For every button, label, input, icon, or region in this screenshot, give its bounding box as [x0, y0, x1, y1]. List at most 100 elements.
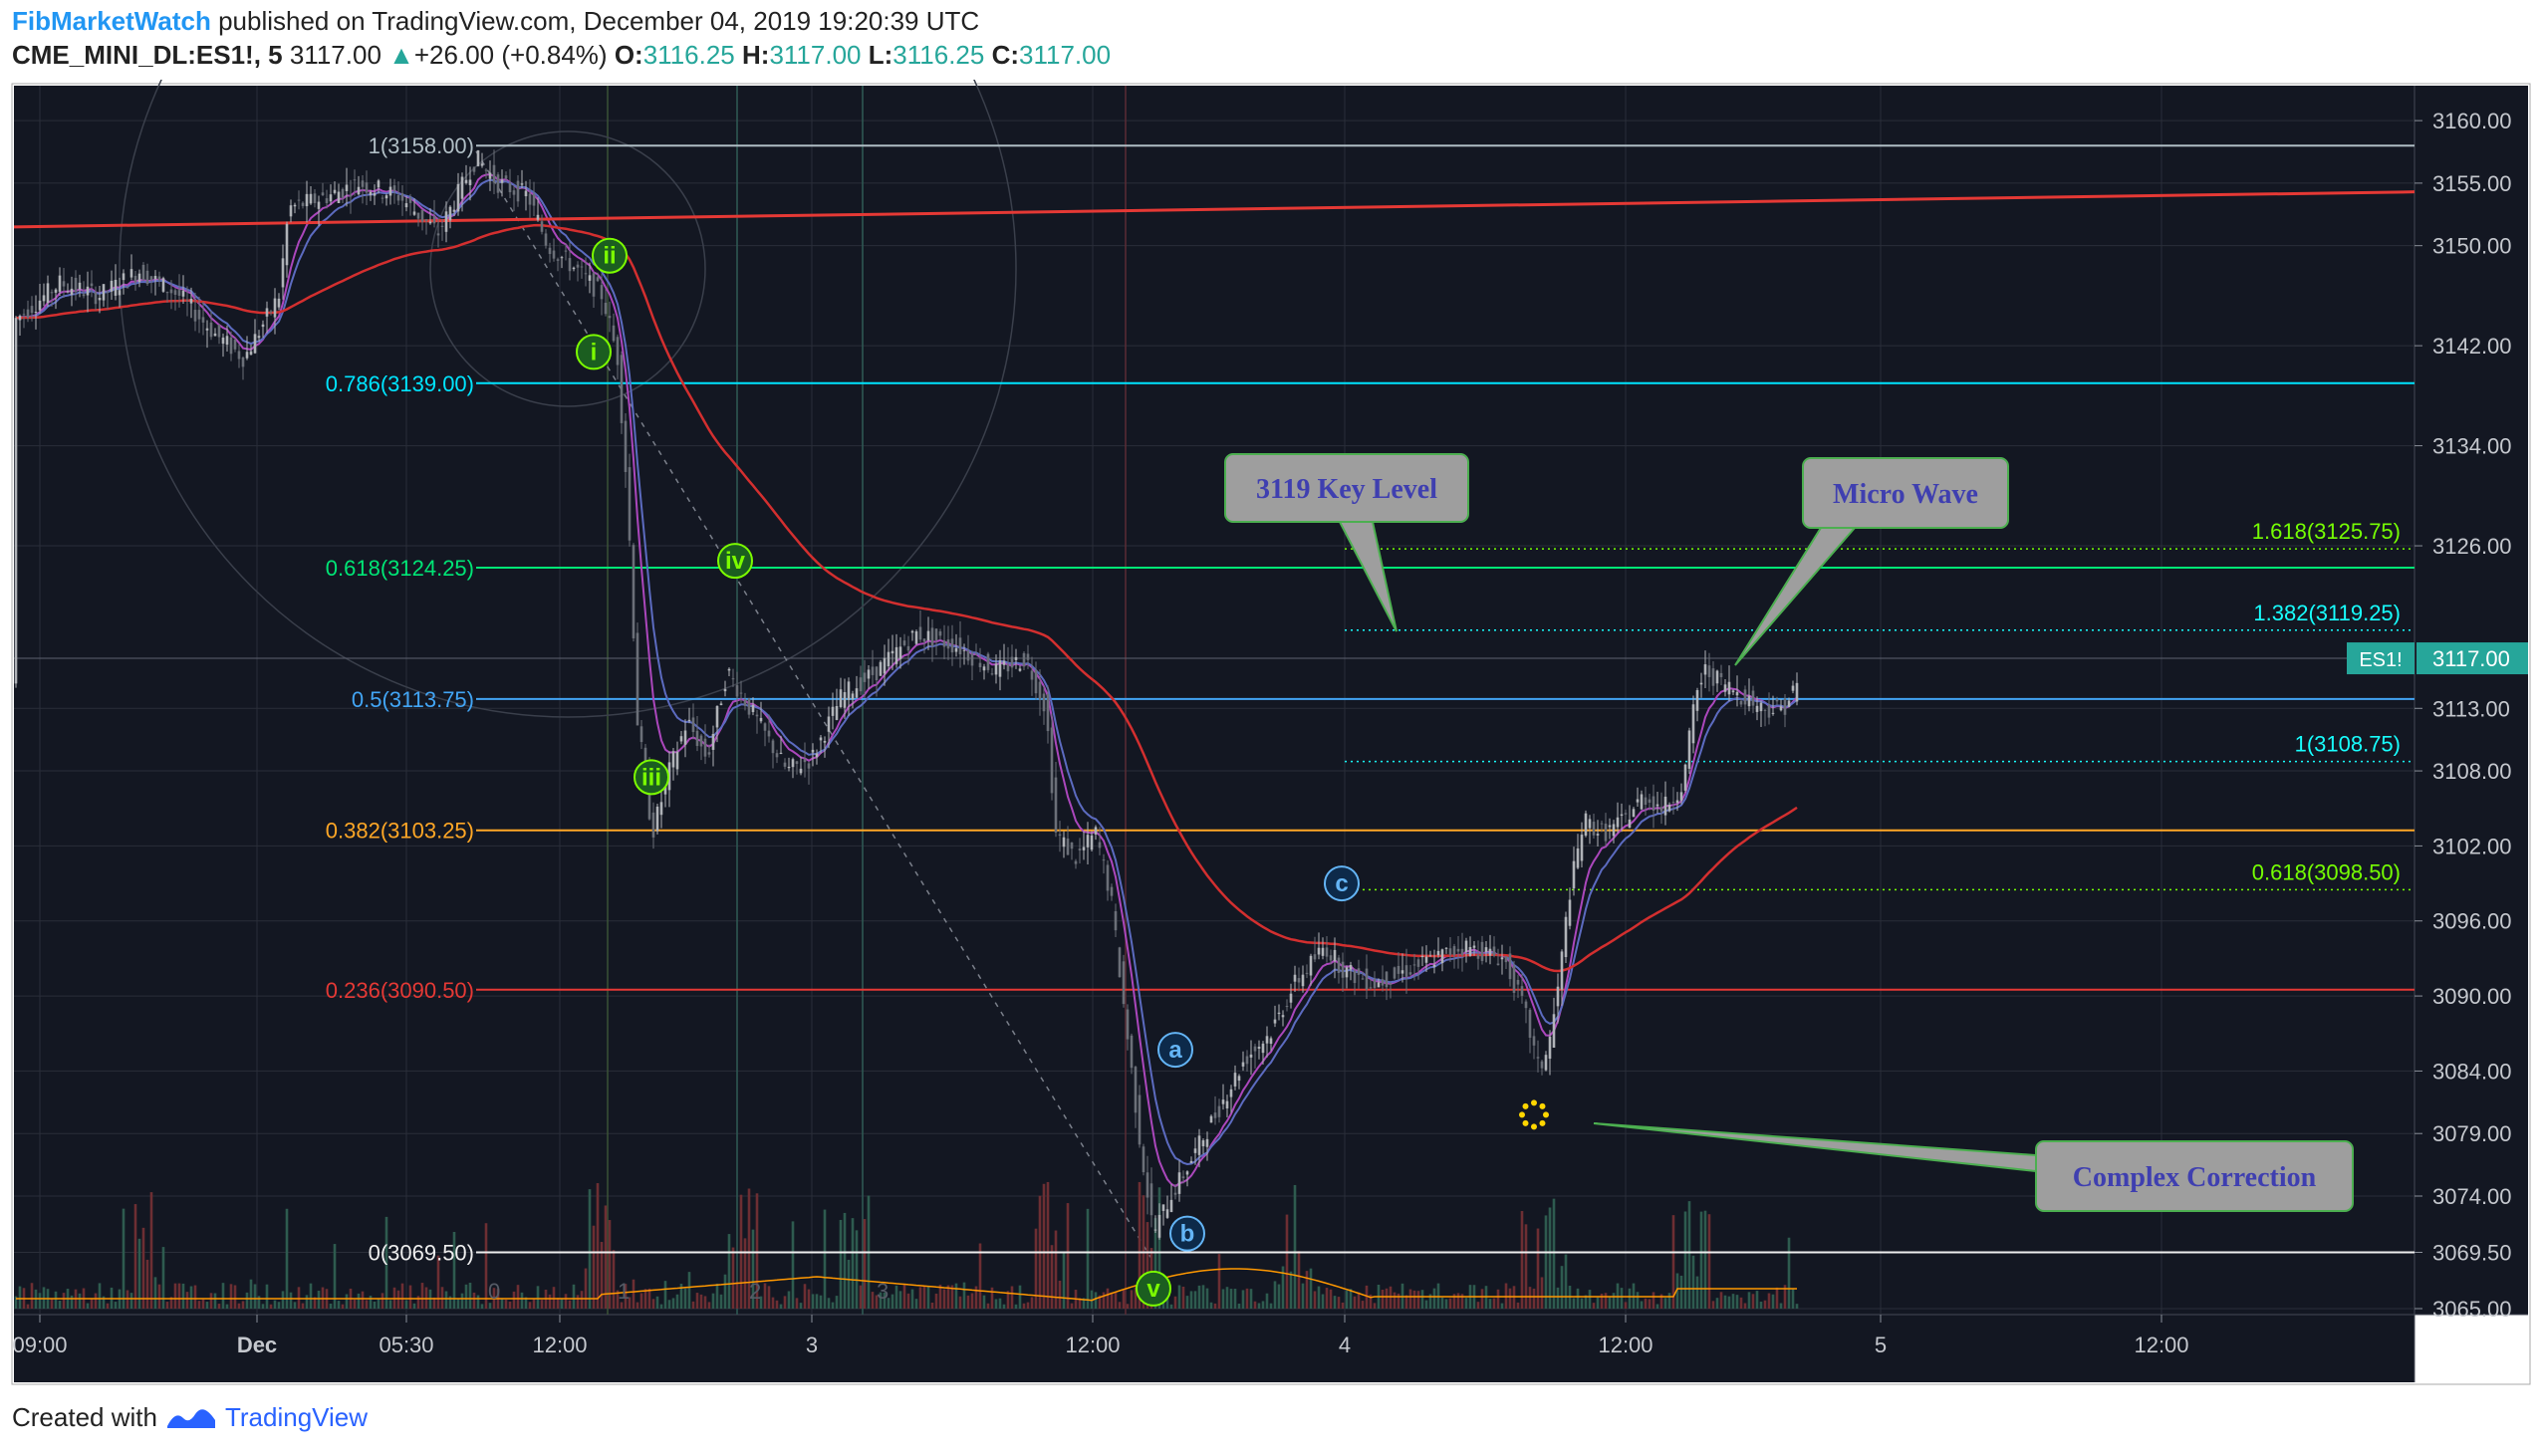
volume-bar: [1711, 1301, 1715, 1309]
volume-bar: [1648, 1299, 1652, 1309]
candle-body: [1771, 712, 1775, 714]
volume-bar: [1373, 1303, 1377, 1309]
price-tick-label: 3113.00: [2432, 696, 2510, 721]
price-axis: [2415, 86, 2528, 1315]
candle-body: [890, 650, 894, 654]
candle-body: [225, 336, 229, 346]
volume-bar: [357, 1293, 361, 1309]
author-link[interactable]: FibMarketWatch: [12, 6, 211, 36]
volume-bar: [305, 1295, 309, 1309]
candle-body: [1357, 968, 1361, 975]
candle-body: [699, 735, 703, 747]
candle-body: [1739, 700, 1743, 705]
candle-body: [1397, 965, 1400, 974]
candle-body: [213, 333, 217, 337]
volume-bar: [512, 1291, 516, 1309]
candle-body: [799, 768, 803, 774]
volume-bar: [1169, 1304, 1173, 1309]
price-tick-label: 3142.00: [2432, 334, 2512, 359]
candle-body: [978, 662, 982, 667]
candle-body: [1468, 946, 1472, 956]
volume-bar: [1536, 1228, 1540, 1309]
callout-box: [1802, 457, 2009, 529]
volume-bar: [1456, 1293, 1460, 1309]
candle-body: [1652, 796, 1655, 811]
volume-bar: [197, 1301, 201, 1309]
candle-body: [1715, 670, 1719, 684]
volume-bar: [129, 1293, 133, 1309]
low-value: 3116.25: [892, 40, 985, 70]
candle-body: [345, 184, 349, 191]
volume-bar: [1691, 1255, 1695, 1309]
trend-line-red: [13, 190, 2415, 229]
candle-body: [1428, 955, 1432, 957]
candle-body: [1564, 916, 1568, 958]
candle-body: [636, 632, 639, 726]
volume-bar: [910, 1289, 914, 1309]
volume-bar: [1102, 1292, 1106, 1309]
candle-body: [26, 309, 30, 319]
candle-body: [217, 325, 221, 338]
volume-bar: [1699, 1211, 1703, 1309]
candle-body: [149, 276, 153, 281]
volume-bar: [1751, 1294, 1755, 1309]
candle-body: [1074, 860, 1078, 864]
candle-body: [1456, 948, 1460, 952]
candle-body: [639, 726, 643, 743]
volume-bar: [1002, 1304, 1006, 1309]
candle-body: [428, 221, 432, 224]
volume-bar: [803, 1284, 807, 1309]
volume-bar: [767, 1286, 771, 1309]
volume-bar: [1695, 1276, 1699, 1309]
session-number: 2: [749, 1279, 761, 1304]
candle-body: [767, 730, 771, 737]
candle-body: [994, 663, 998, 675]
price-chart[interactable]: 0 1 2 3 1(3158.00) 0.786(3139.00) 0.618(3124.…: [0, 80, 2542, 1386]
candle-body: [863, 672, 867, 682]
created-with-text: Created with: [12, 1402, 157, 1432]
candle-body: [1452, 946, 1456, 955]
volume-bar: [775, 1300, 779, 1309]
volume-bar: [1110, 1292, 1114, 1309]
volume-bar: [1381, 1289, 1385, 1309]
candle-body: [400, 193, 404, 201]
candle-body: [114, 279, 118, 296]
candle-body: [106, 291, 110, 293]
volume-bar: [966, 1295, 970, 1309]
volume-bar: [1177, 1285, 1181, 1309]
candle-body: [118, 290, 122, 296]
time-tick-label: 12:00: [532, 1333, 587, 1357]
candle-body: [628, 467, 632, 541]
candle-body: [384, 195, 388, 199]
candle-body: [1512, 965, 1516, 993]
candle-body: [735, 685, 739, 697]
candle-body: [612, 325, 616, 342]
time-axis: [14, 1315, 2415, 1382]
candle-body: [1508, 953, 1512, 980]
volume-bar: [54, 1291, 58, 1309]
volume-bar: [237, 1303, 241, 1309]
candle-body: [719, 703, 723, 706]
candle-body: [137, 273, 141, 283]
price-tick-label: 3150.00: [2432, 234, 2512, 259]
price-tick-label: 3084.00: [2432, 1059, 2512, 1084]
price-badge-label: 3117.00: [2432, 646, 2510, 671]
tradingview-logo-icon[interactable]: [165, 1404, 217, 1432]
candle-body: [1400, 970, 1404, 974]
candle-body: [1329, 955, 1333, 961]
tradingview-link[interactable]: TradingView: [224, 1402, 369, 1432]
volume-bar: [1257, 1303, 1261, 1309]
candle-body: [568, 258, 572, 272]
candle-body: [651, 812, 655, 838]
volume-bar: [1735, 1295, 1739, 1309]
candle-body: [1062, 837, 1066, 848]
volume-bar: [779, 1304, 783, 1309]
volume-bar: [1054, 1230, 1058, 1309]
volume-bar: [1245, 1288, 1249, 1309]
volume-bar: [787, 1291, 791, 1309]
volume-bar: [970, 1293, 974, 1309]
volume-bar: [114, 1302, 118, 1309]
candle-body: [1225, 1100, 1229, 1109]
candle-body: [887, 651, 890, 667]
volume-bar: [1253, 1301, 1257, 1309]
